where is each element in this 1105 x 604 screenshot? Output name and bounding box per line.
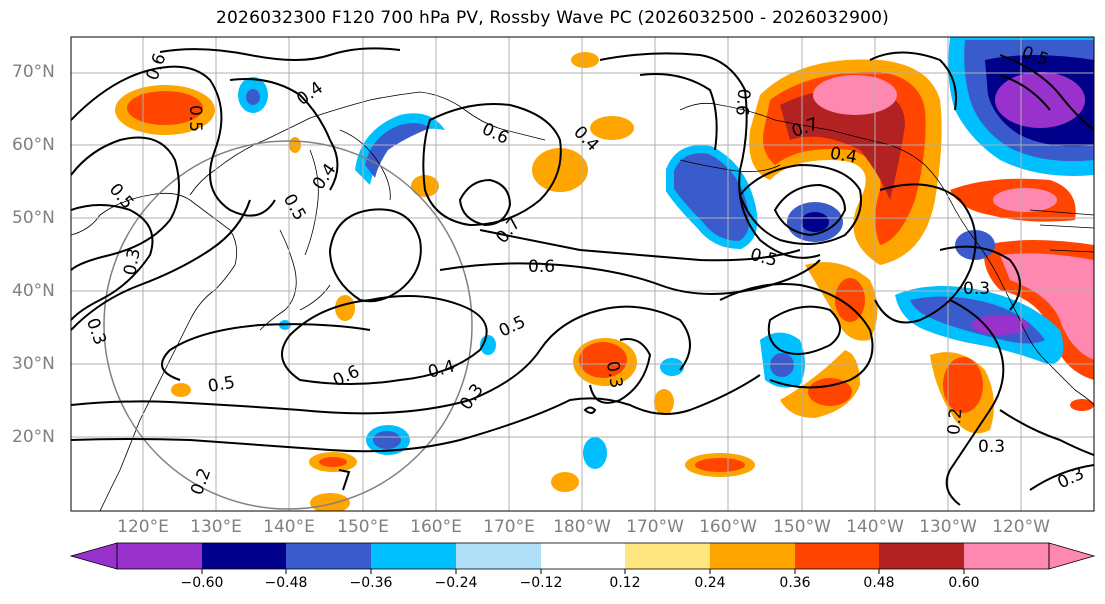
contour-label: 0.2 [944, 407, 966, 436]
colorbar-tick-label: 0.24 [694, 575, 726, 591]
colorbar-tick-label: −0.12 [519, 575, 563, 591]
lat-label: 60°N [12, 135, 55, 155]
contour-label: 0.3 [978, 437, 1005, 457]
colorbar-segment [625, 543, 710, 569]
lon-label: 120°E [117, 517, 169, 537]
lon-label: 140°E [263, 517, 315, 537]
colorbar-segment [117, 543, 202, 569]
lon-label: 140°W [846, 517, 904, 537]
colorbar-tick-label: −0.48 [264, 575, 308, 591]
colorbar [69, 542, 1096, 574]
contour-label: 0.4 [828, 143, 858, 167]
lon-label: 160°E [410, 517, 462, 537]
lon-label: 150°E [337, 517, 389, 537]
colorbar-extend-min [69, 542, 118, 570]
contour-label: 0.5 [206, 373, 236, 397]
colorbar-segment [371, 543, 456, 569]
lat-label: 20°N [12, 427, 55, 447]
colorbar-segment [710, 543, 795, 569]
lon-label: 160°W [699, 517, 757, 537]
colorbar-tick-label: −0.24 [434, 575, 478, 591]
contour-label: 0.6 [731, 88, 753, 117]
lon-label: 170°W [626, 517, 684, 537]
colorbar-tick-label: 0.12 [609, 575, 641, 591]
colorbar-segment [964, 543, 1049, 569]
colorbar-extend-max [1048, 542, 1096, 570]
contour-label: 0.6 [528, 257, 555, 277]
colorbar-segment [202, 543, 286, 569]
lon-label: 150°W [773, 517, 831, 537]
radius-circle [103, 140, 473, 510]
pv-contours [71, 47, 1094, 506]
lon-label: 130°E [190, 517, 242, 537]
lon-label: 180°W [553, 517, 611, 537]
lat-label: 50°N [12, 208, 55, 228]
contour-label: 0.5 [185, 105, 205, 132]
plot-frame [70, 36, 1095, 512]
lat-label: 40°N [12, 281, 55, 301]
contour-label: 0.3 [120, 247, 144, 277]
colorbar-segment [286, 543, 371, 569]
colorbar-segment [456, 543, 541, 569]
lon-label: 120°W [992, 517, 1050, 537]
colorbar-tick-label: 0.48 [863, 575, 895, 591]
lon-label: 170°E [483, 517, 535, 537]
colorbar-tick-label: 0.60 [948, 575, 980, 591]
lat-label: 70°N [12, 62, 55, 82]
colorbar-segment [879, 543, 964, 569]
colorbar-tick-label: −0.36 [349, 575, 393, 591]
lon-label: 130°W [919, 517, 977, 537]
colorbar-tick-label: 0.36 [779, 575, 811, 591]
colorbar-tick-label: −0.60 [180, 575, 224, 591]
contour-label: 0.3 [963, 279, 990, 299]
contour-label: 0.3 [602, 360, 626, 390]
lat-label: 30°N [12, 354, 55, 374]
colorbar-segment [541, 543, 625, 569]
gridlines [71, 37, 1094, 511]
colorbar-segment [795, 543, 879, 569]
page-title: 2026032300 F120 700 hPa PV, Rossby Wave … [216, 8, 889, 28]
